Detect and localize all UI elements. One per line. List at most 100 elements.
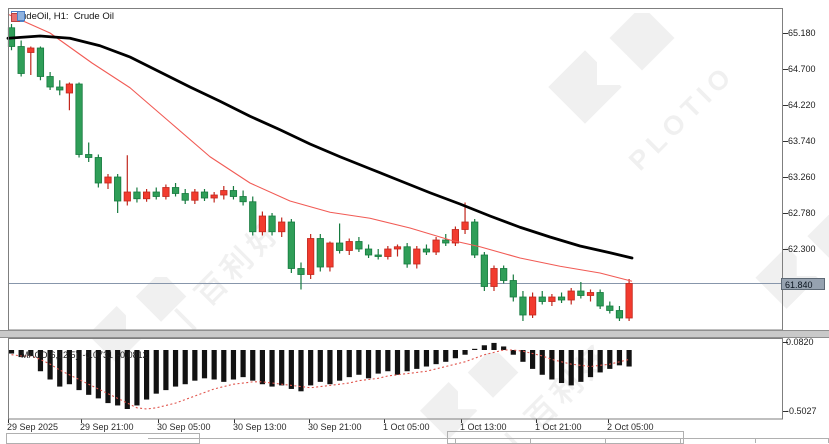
macd-indicator-label: MACD(6,12,5) -0.0731 -0.0812 bbox=[11, 340, 152, 370]
macd-bar bbox=[298, 350, 304, 392]
macd-bar bbox=[37, 350, 44, 372]
candle-body bbox=[326, 242, 334, 268]
macd-bar bbox=[607, 350, 613, 369]
macd-value-1: -0.0731 bbox=[82, 350, 114, 360]
candle-body bbox=[307, 238, 315, 275]
price-axis-label: 62.300 bbox=[788, 244, 816, 254]
macd-bar bbox=[394, 350, 401, 375]
time-axis-label: 30 Sep 21:00 bbox=[308, 422, 362, 432]
candle-body bbox=[36, 47, 45, 77]
macd-bar bbox=[76, 350, 82, 391]
macd-bar bbox=[558, 350, 565, 384]
candle-body bbox=[480, 254, 488, 287]
macd-bar bbox=[404, 350, 410, 372]
macd-bar bbox=[115, 350, 121, 406]
time-axis-label: 29 Sep 2025 bbox=[7, 422, 59, 432]
macd-bar bbox=[472, 348, 478, 350]
candle-body bbox=[384, 248, 392, 257]
candle-body bbox=[268, 215, 276, 233]
price-axis-label: 62.780 bbox=[788, 208, 816, 218]
macd-value-2: -0.0812 bbox=[117, 350, 148, 360]
candle-body bbox=[335, 242, 344, 251]
candle-body bbox=[210, 194, 218, 199]
candle-body bbox=[393, 246, 402, 250]
macd-bar bbox=[375, 350, 381, 374]
candles-chart-icon[interactable] bbox=[11, 11, 25, 22]
macd-bar bbox=[86, 350, 92, 395]
candle-body bbox=[200, 191, 209, 199]
price-axis-label: 65.180 bbox=[788, 28, 816, 38]
price-axis-label: 64.700 bbox=[788, 64, 816, 74]
price-axis-label: 64.220 bbox=[788, 100, 816, 110]
candle-body bbox=[297, 268, 305, 275]
macd-bar bbox=[616, 350, 623, 366]
macd-bar bbox=[346, 350, 352, 378]
macd-bar bbox=[153, 350, 159, 394]
candle-body bbox=[432, 239, 440, 253]
macd-bar bbox=[308, 350, 314, 386]
candle-body bbox=[625, 283, 633, 319]
macd-bar bbox=[520, 350, 526, 362]
time-axis-label: 1 Oct 13:00 bbox=[460, 422, 507, 432]
macd-bar bbox=[462, 350, 468, 355]
candle-body bbox=[519, 296, 527, 316]
candle-body bbox=[181, 193, 189, 201]
time-axis-label: 1 Oct 21:00 bbox=[535, 422, 582, 432]
macd-bar bbox=[452, 350, 458, 359]
macd-bar bbox=[510, 350, 516, 355]
candle-body bbox=[46, 76, 54, 88]
ma-slow-line bbox=[6, 34, 634, 260]
candle-body bbox=[278, 221, 286, 233]
macd-bar bbox=[279, 350, 285, 386]
macd-bar bbox=[28, 350, 34, 356]
price-axis-label: 63.260 bbox=[788, 172, 816, 182]
macd-axis-label: 0.0820 bbox=[786, 337, 814, 347]
candle-body bbox=[577, 290, 585, 296]
candle-body bbox=[220, 190, 228, 196]
macd-bar bbox=[144, 350, 150, 400]
candle-body bbox=[191, 191, 199, 201]
macd-bar bbox=[57, 350, 63, 387]
candle-body bbox=[403, 246, 411, 265]
macd-bar bbox=[587, 350, 594, 378]
ma-fast-line bbox=[7, 13, 633, 282]
candle-body bbox=[615, 310, 624, 319]
macd-bar bbox=[568, 350, 574, 386]
candle-body bbox=[56, 86, 64, 91]
candle-body bbox=[500, 268, 508, 281]
macd-bar bbox=[182, 350, 188, 385]
panel-splitter[interactable] bbox=[0, 331, 829, 337]
candle-body bbox=[586, 292, 595, 296]
candle-body bbox=[239, 196, 247, 203]
minimized-window-edge[interactable] bbox=[447, 431, 684, 444]
macd-bar bbox=[288, 350, 294, 389]
macd-bar bbox=[501, 346, 507, 350]
macd-bar bbox=[221, 350, 227, 382]
chart-title: CrudeOil, H1: Crude Oil bbox=[11, 11, 114, 22]
macd-bar bbox=[134, 350, 140, 406]
time-axis-label: 29 Sep 21:00 bbox=[80, 422, 134, 432]
macd-bar bbox=[201, 350, 208, 379]
macd-bar bbox=[491, 342, 497, 350]
candle-body bbox=[229, 190, 238, 197]
macd-bar bbox=[95, 350, 101, 399]
macd-bar bbox=[163, 350, 169, 391]
candle-body bbox=[364, 248, 373, 256]
candle-body bbox=[548, 296, 556, 302]
candle-body bbox=[104, 176, 112, 184]
candle-body bbox=[114, 176, 122, 202]
macd-bar bbox=[124, 350, 130, 409]
macd-bar bbox=[423, 350, 430, 367]
candle-body bbox=[596, 292, 604, 307]
candle-body bbox=[162, 187, 170, 197]
time-axis[interactable]: 29 Sep 2025 29 Sep 21:00 30 Sep 05:00 30 Se… bbox=[0, 419, 829, 433]
time-axis-label: 2 Oct 05:00 bbox=[607, 422, 654, 432]
candle-body bbox=[152, 191, 160, 197]
candle-body bbox=[538, 296, 546, 302]
macd-bar bbox=[597, 350, 603, 373]
candle-body bbox=[142, 191, 151, 200]
price-axis[interactable]: 65.180 64.700 64.220 63.740 63.260 62.780 62.3… bbox=[784, 8, 829, 419]
candle-body bbox=[171, 187, 180, 194]
